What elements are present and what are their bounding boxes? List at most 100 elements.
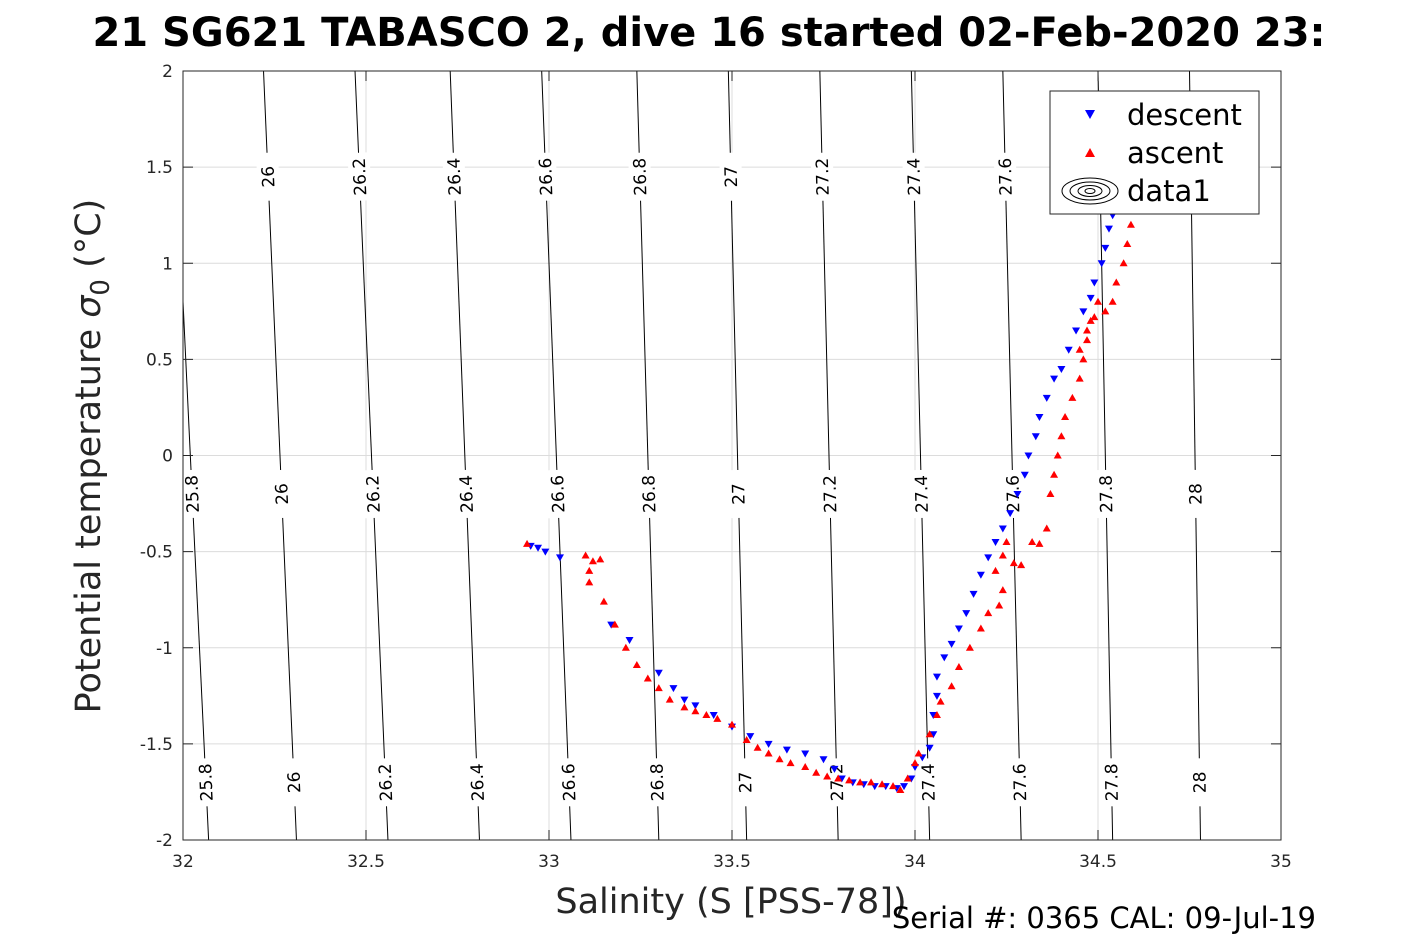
contour-label: 26.6 [548, 475, 569, 514]
contour-label: 26.2 [376, 763, 398, 802]
ascent-point [1017, 561, 1026, 569]
descent-point [947, 640, 956, 648]
ascent-point [1042, 524, 1051, 532]
contour-label-gap [637, 469, 661, 519]
contour-label: 26.6 [559, 763, 580, 802]
contour-label-gap [281, 757, 307, 807]
descent-point [1101, 244, 1110, 252]
ascent-point [1123, 240, 1132, 248]
ascent-point [965, 643, 974, 651]
ascent-point [775, 755, 784, 763]
ascent-point [1061, 413, 1070, 421]
ascent-point [984, 609, 993, 617]
descent-point [1090, 279, 1099, 287]
descent-point [680, 696, 689, 704]
descent-point [837, 775, 846, 783]
ascent-point [1002, 538, 1011, 546]
contour-label: 26.4 [457, 475, 478, 514]
descent-point [1042, 394, 1051, 402]
ascent-point [976, 624, 985, 632]
ascent-point [947, 682, 956, 690]
contour-label-gap [533, 152, 558, 202]
contour-label: 26.2 [350, 157, 372, 196]
ascent-point [1009, 559, 1018, 567]
ascent-point [581, 551, 590, 559]
ascent-point [867, 778, 876, 786]
ascent-point [585, 578, 594, 586]
descent-point [709, 712, 718, 720]
descent-point [1020, 471, 1029, 479]
y-tick-label: 2 [162, 62, 173, 82]
contour-label: 26.8 [630, 158, 651, 196]
contour-label: 26.4 [468, 763, 489, 802]
contour-label: 25.8 [182, 475, 204, 514]
contour-label: 27.8 [1102, 763, 1123, 801]
descent-point [1024, 452, 1033, 460]
ascent-point [523, 539, 532, 547]
ascent-point [680, 703, 689, 711]
contour-label-gap [825, 758, 849, 807]
legend-data1-label: data1 [1127, 174, 1211, 208]
y-tick-label: -1 [156, 639, 173, 659]
ascent-point [1053, 451, 1062, 459]
legend-box [1049, 90, 1260, 215]
ascent-point [1119, 259, 1128, 267]
descent-point [962, 610, 971, 618]
ascent-point [1028, 538, 1037, 546]
ascent-point [812, 768, 821, 776]
descent-point [929, 731, 938, 739]
descent-point [1072, 327, 1081, 335]
contour-label: 27.2 [827, 763, 848, 801]
ascent-point [596, 555, 605, 563]
ascent-point [995, 601, 1004, 609]
y-tick-label: 1 [162, 254, 173, 274]
contour-label-gap [909, 469, 933, 519]
ascent-point [621, 643, 630, 651]
ascent-point [1101, 307, 1110, 315]
contour-label: 28 [1191, 771, 1211, 793]
ascent-point [1079, 355, 1088, 363]
ascent-point [764, 749, 773, 757]
ascent-point [925, 730, 934, 738]
ascent-point [1108, 297, 1117, 305]
ascent-point [1075, 374, 1084, 382]
ascent-point [914, 749, 923, 757]
contour-label: 26.8 [648, 763, 669, 801]
contour-label: 26.2 [363, 475, 385, 514]
contour-label-gap [465, 757, 490, 807]
legend-ascent-label: ascent [1127, 136, 1223, 170]
descent-point [691, 702, 700, 710]
ascent-point [903, 774, 912, 782]
descent-point [1013, 490, 1022, 498]
descent-point [654, 669, 663, 677]
descent-point [925, 744, 934, 752]
ascent-point [1057, 432, 1066, 440]
serial-cal-footer: Serial #: 0365 CAL: 09-Jul-19 [892, 901, 1316, 935]
descent-point [669, 685, 678, 693]
ascent-point [998, 586, 1007, 594]
contour-label-gap [256, 152, 281, 202]
ascent-point [753, 743, 762, 751]
ascent-point [801, 762, 810, 770]
ascent-point [691, 707, 700, 715]
contour-label-gap [916, 758, 940, 807]
ascent-point [1035, 539, 1044, 547]
contour-label-gap [645, 758, 669, 807]
contour-label-gap [193, 757, 219, 807]
contour-label: 27.2 [820, 475, 841, 513]
y-tick-label: 0.5 [146, 350, 173, 370]
ascent-point [1083, 336, 1092, 344]
contour-label: 27.4 [912, 475, 933, 513]
descent-point [830, 765, 839, 773]
contour-label-gap [818, 469, 842, 519]
descent-point [929, 712, 938, 720]
contour-label: 27 [722, 166, 743, 188]
contour-label-gap [1184, 469, 1207, 519]
contour-label-gap [993, 152, 1017, 201]
contour-label-gap [902, 152, 926, 201]
descent-point [984, 554, 993, 562]
descent-point [976, 571, 985, 579]
contour-label-gap [454, 469, 479, 519]
ascent-point [936, 697, 945, 705]
descent-point [900, 783, 909, 791]
